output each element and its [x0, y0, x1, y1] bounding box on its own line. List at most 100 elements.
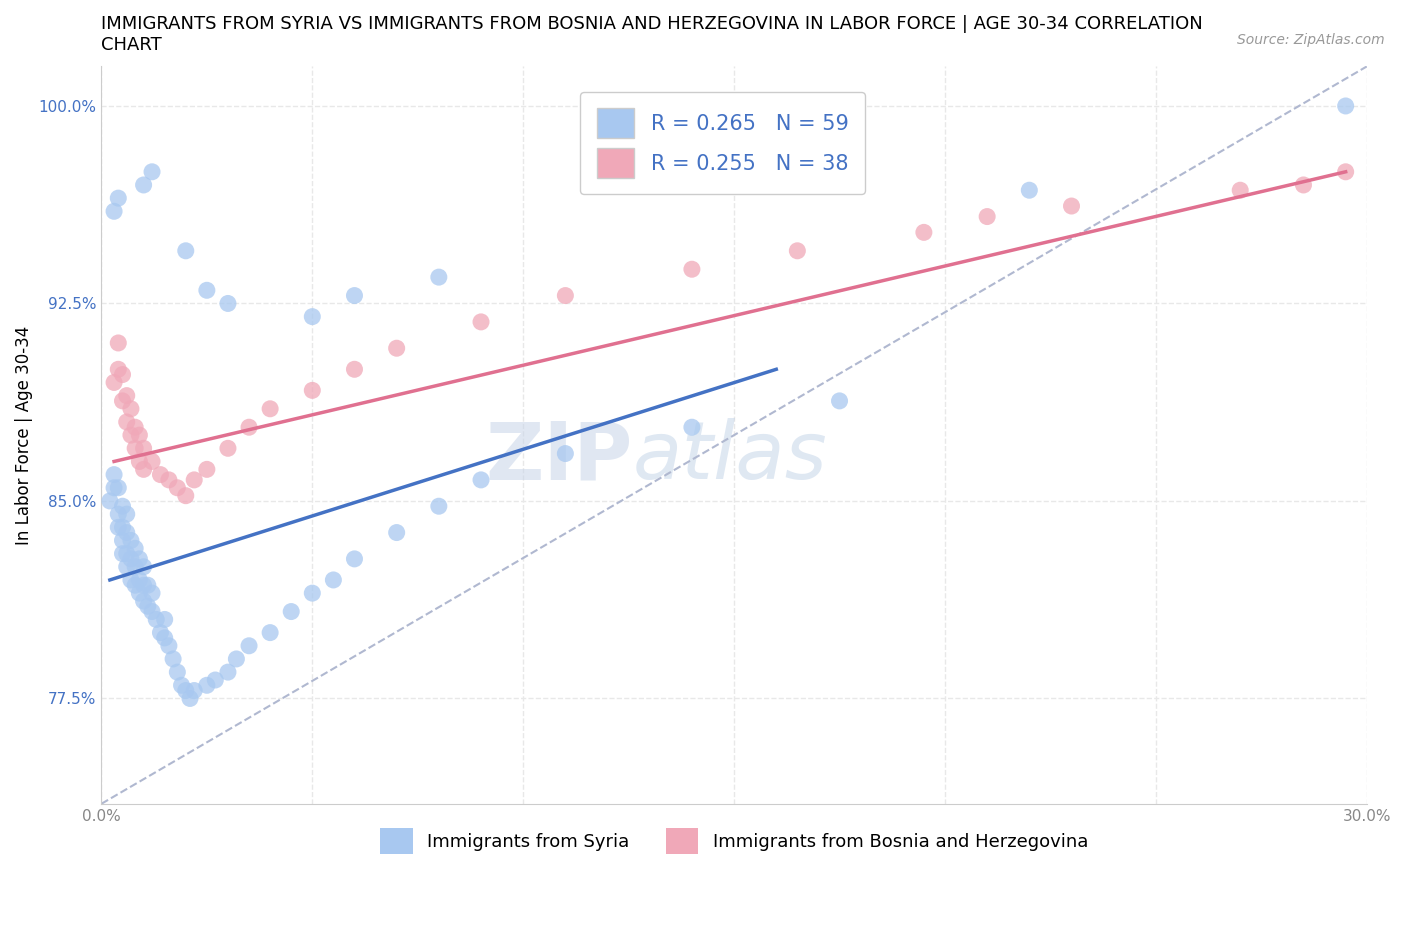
Point — [427, 270, 450, 285]
Point — [1018, 183, 1040, 198]
Point — [115, 525, 138, 540]
Point — [111, 498, 134, 513]
Legend: Immigrants from Syria, Immigrants from Bosnia and Herzegovina: Immigrants from Syria, Immigrants from B… — [373, 821, 1095, 861]
Point — [195, 462, 218, 477]
Point — [107, 191, 129, 206]
Text: Source: ZipAtlas.com: Source: ZipAtlas.com — [1237, 33, 1385, 46]
Point — [103, 375, 125, 390]
Point — [128, 551, 150, 566]
Point — [124, 541, 146, 556]
Point — [103, 204, 125, 219]
Point — [259, 402, 281, 417]
Point — [107, 481, 129, 496]
Point — [149, 625, 172, 640]
Point — [120, 551, 142, 566]
Point — [98, 494, 121, 509]
Point — [322, 573, 344, 588]
Point — [174, 684, 197, 698]
Point — [183, 684, 205, 698]
Point — [195, 678, 218, 693]
Point — [166, 481, 188, 496]
Point — [259, 625, 281, 640]
Point — [195, 283, 218, 298]
Point — [124, 559, 146, 574]
Point — [217, 441, 239, 456]
Point — [124, 419, 146, 434]
Point — [115, 546, 138, 561]
Point — [976, 209, 998, 224]
Point — [681, 419, 703, 434]
Point — [128, 573, 150, 588]
Text: IMMIGRANTS FROM SYRIA VS IMMIGRANTS FROM BOSNIA AND HERZEGOVINA IN LABOR FORCE |: IMMIGRANTS FROM SYRIA VS IMMIGRANTS FROM… — [101, 15, 1204, 54]
Point — [470, 472, 492, 487]
Point — [681, 261, 703, 276]
Point — [225, 652, 247, 667]
Point — [238, 419, 260, 434]
Point — [554, 446, 576, 461]
Point — [132, 559, 155, 574]
Point — [115, 507, 138, 522]
Point — [141, 586, 163, 601]
Point — [120, 573, 142, 588]
Point — [132, 578, 155, 592]
Point — [204, 672, 226, 687]
Point — [120, 428, 142, 443]
Point — [111, 533, 134, 548]
Point — [157, 472, 180, 487]
Point — [828, 393, 851, 408]
Point — [238, 638, 260, 653]
Point — [385, 340, 408, 355]
Point — [111, 546, 134, 561]
Point — [128, 454, 150, 469]
Point — [124, 578, 146, 592]
Point — [132, 462, 155, 477]
Point — [141, 604, 163, 619]
Point — [179, 691, 201, 706]
Point — [470, 314, 492, 329]
Point — [153, 612, 176, 627]
Point — [111, 367, 134, 382]
Point — [141, 454, 163, 469]
Point — [115, 415, 138, 430]
Point — [301, 586, 323, 601]
Point — [141, 165, 163, 179]
Point — [157, 638, 180, 653]
Point — [343, 551, 366, 566]
Point — [136, 599, 159, 614]
Point — [280, 604, 302, 619]
Point — [217, 665, 239, 680]
Point — [132, 441, 155, 456]
Point — [343, 362, 366, 377]
Point — [136, 578, 159, 592]
Point — [1334, 99, 1357, 113]
Point — [115, 388, 138, 403]
Point — [124, 441, 146, 456]
Point — [166, 665, 188, 680]
Point — [162, 652, 184, 667]
Point — [111, 393, 134, 408]
Point — [427, 498, 450, 513]
Point — [1334, 165, 1357, 179]
Point — [301, 383, 323, 398]
Point — [174, 244, 197, 259]
Text: atlas: atlas — [633, 418, 828, 497]
Point — [554, 288, 576, 303]
Point — [115, 559, 138, 574]
Point — [912, 225, 935, 240]
Point — [1060, 199, 1083, 214]
Point — [145, 612, 167, 627]
Point — [217, 296, 239, 311]
Point — [120, 402, 142, 417]
Point — [132, 178, 155, 193]
Point — [103, 467, 125, 482]
Point — [107, 507, 129, 522]
Point — [183, 472, 205, 487]
Point — [107, 362, 129, 377]
Point — [132, 593, 155, 608]
Point — [120, 533, 142, 548]
Point — [153, 631, 176, 645]
Point — [343, 288, 366, 303]
Y-axis label: In Labor Force | Age 30-34: In Labor Force | Age 30-34 — [15, 326, 32, 545]
Point — [1292, 178, 1315, 193]
Point — [128, 428, 150, 443]
